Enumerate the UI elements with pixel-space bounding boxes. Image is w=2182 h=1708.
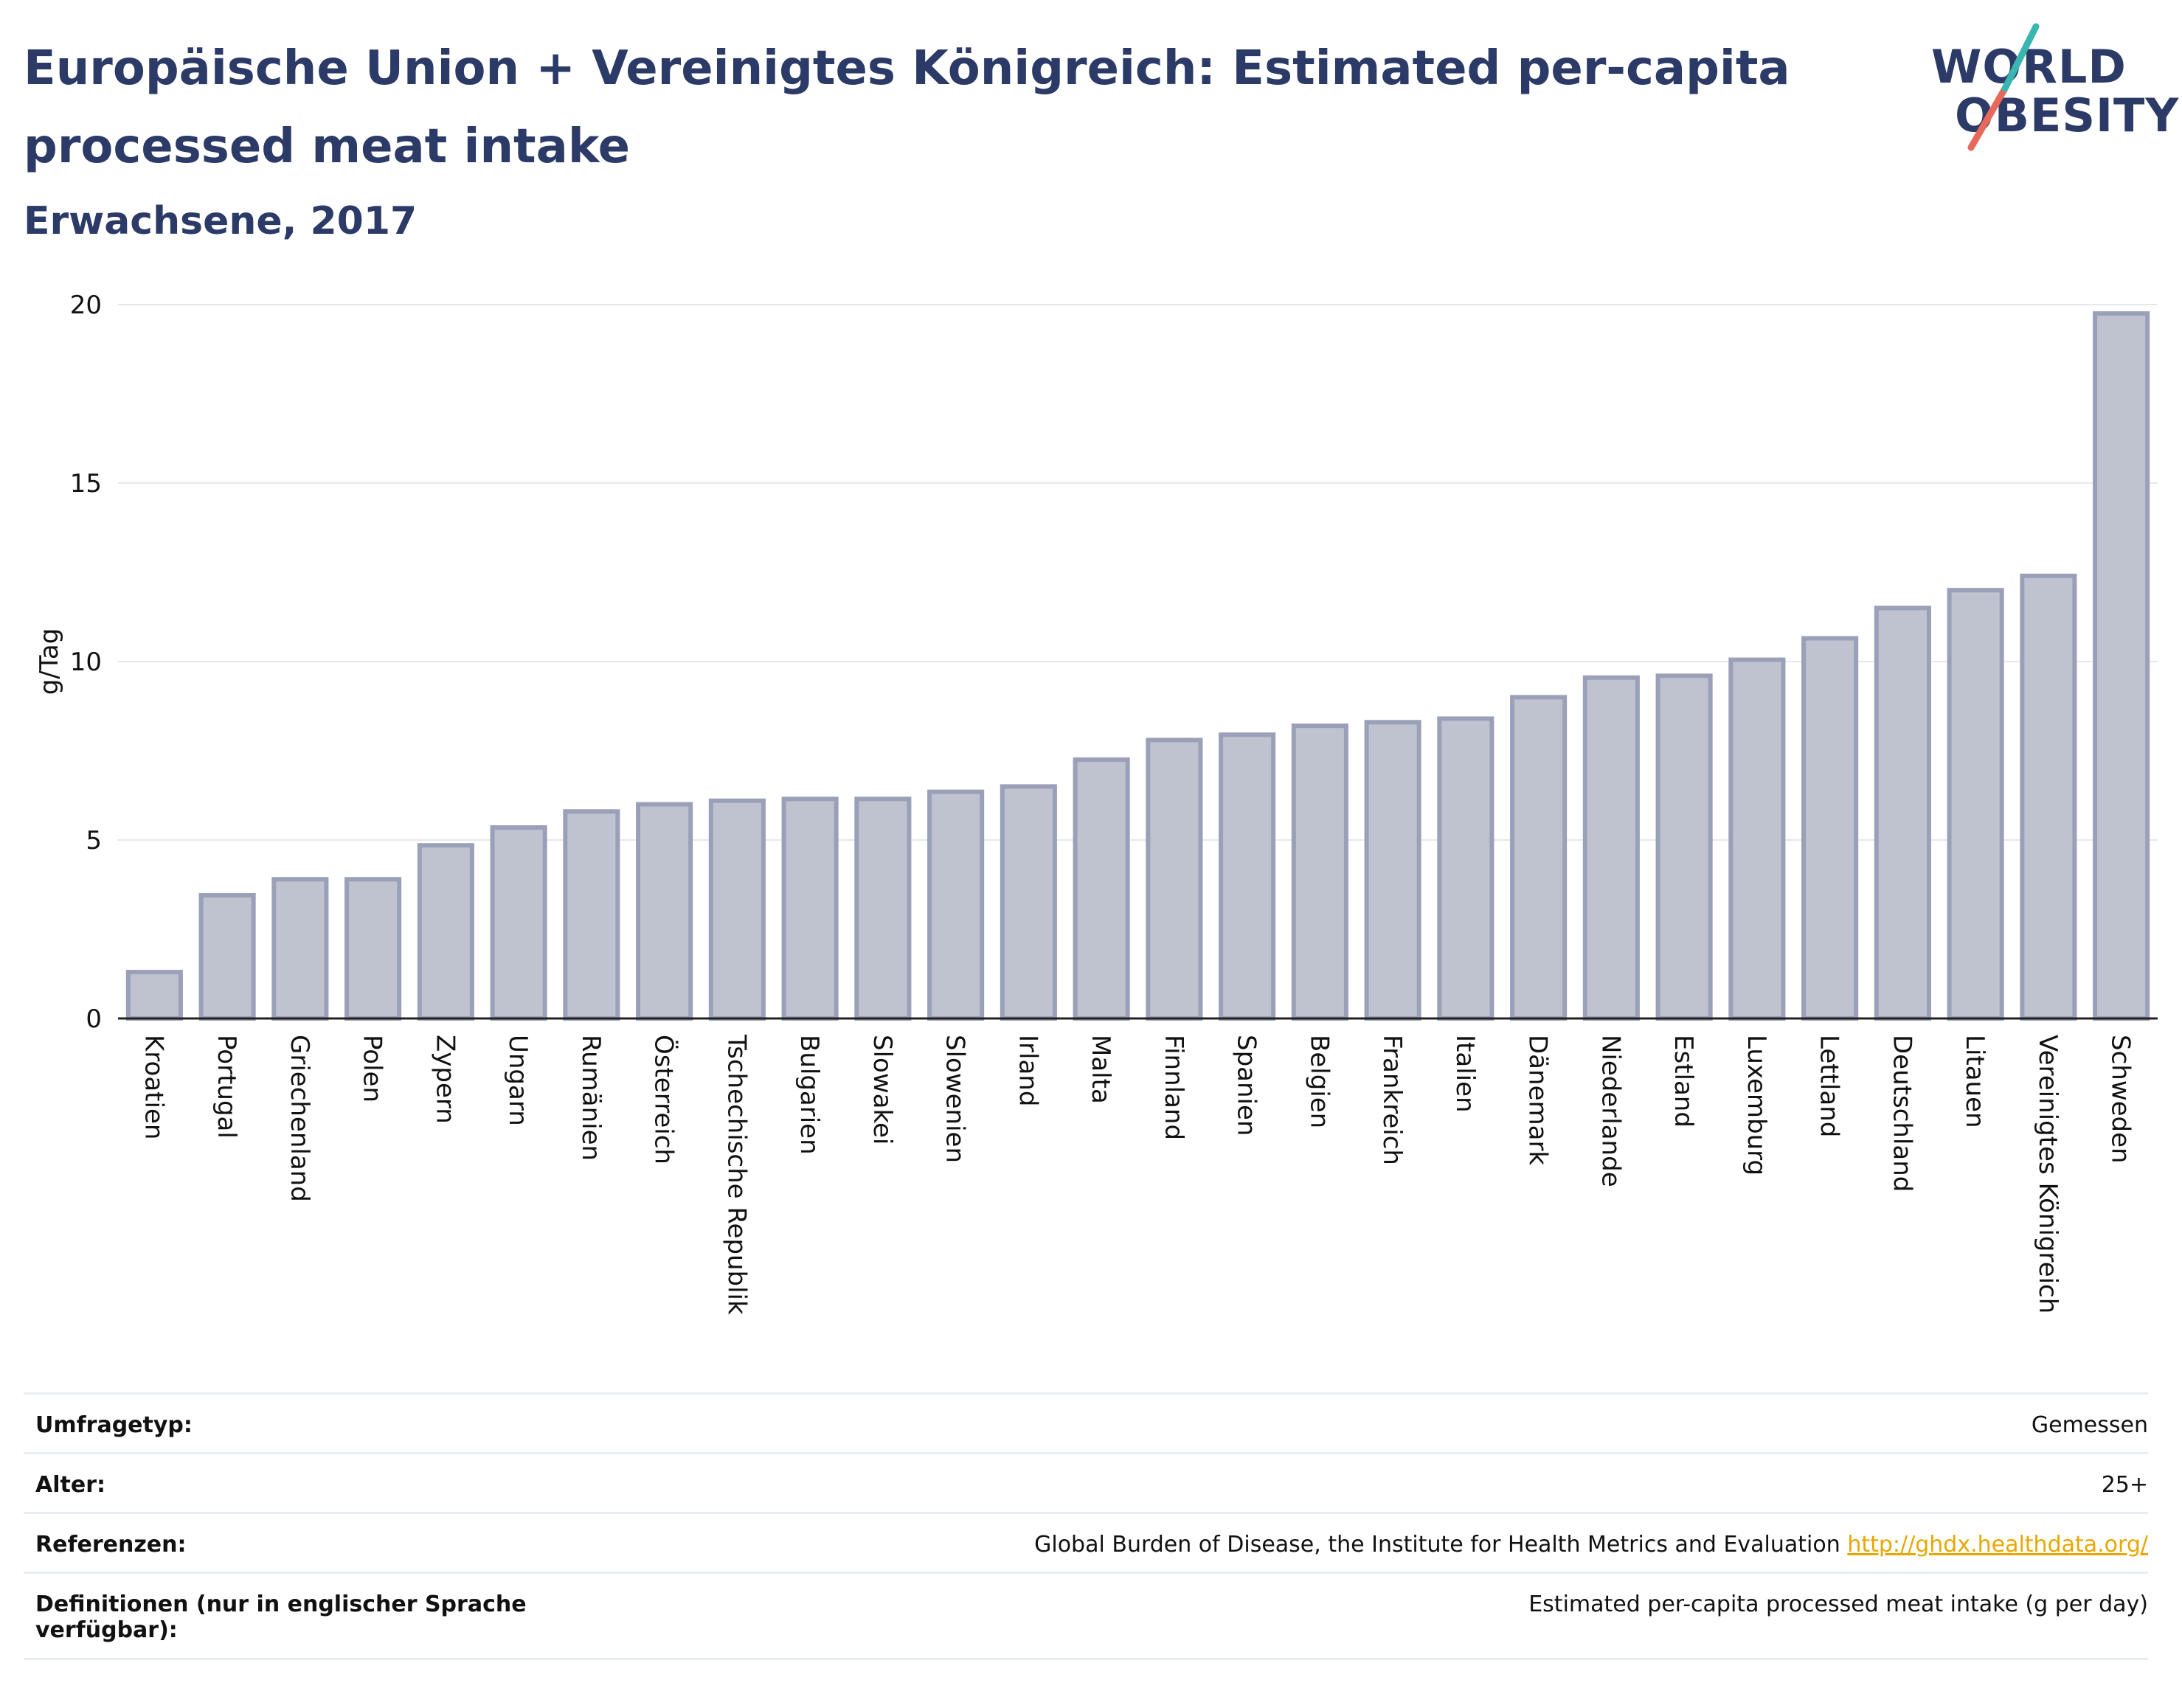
x-tick-label: Niederlande bbox=[1596, 1035, 1625, 1187]
y-axis-ticks: 0 5 10 15 20 bbox=[70, 291, 102, 1034]
bar-21[interactable] bbox=[1655, 673, 1713, 1021]
x-tick-label: Spanien bbox=[1232, 1035, 1261, 1136]
x-tick-label: Ungarn bbox=[503, 1035, 533, 1126]
age-label: Alter: bbox=[35, 1472, 105, 1498]
x-tick-label: Irland bbox=[1013, 1035, 1042, 1106]
age-value: 25+ bbox=[2101, 1472, 2148, 1498]
x-tick-label: Slowenien bbox=[941, 1035, 970, 1163]
x-tick-label: Estland bbox=[1669, 1035, 1698, 1128]
logo-slash-icon bbox=[1967, 23, 2040, 151]
chart-subtitle: Erwachsene, 2017 bbox=[24, 199, 418, 243]
survey-type-label: Umfragetyp: bbox=[35, 1412, 193, 1438]
x-tick-label: Polen bbox=[358, 1035, 387, 1103]
bar-3[interactable] bbox=[344, 877, 402, 1021]
x-tick-label: Slowakei bbox=[867, 1035, 897, 1145]
x-tick-label: Tschechische Republik bbox=[721, 1034, 751, 1315]
bar-16[interactable] bbox=[1291, 723, 1348, 1021]
bar-19[interactable] bbox=[1510, 695, 1568, 1021]
bar-24[interactable] bbox=[1874, 605, 1931, 1021]
x-tick-label: Luxemburg bbox=[1742, 1035, 1771, 1176]
bar-6[interactable] bbox=[563, 809, 620, 1021]
x-tick-label: Zypern bbox=[430, 1035, 460, 1124]
bar-20[interactable] bbox=[1582, 675, 1640, 1021]
bar-7[interactable] bbox=[636, 802, 693, 1021]
bar-17[interactable] bbox=[1364, 720, 1421, 1021]
info-row-references: Referenzen: Global Burden of Disease, th… bbox=[24, 1512, 2148, 1572]
references-link[interactable]: http://ghdx.healthdata.org/ bbox=[1847, 1532, 2148, 1558]
x-axis-ticks: Kroatien Portugal Griechenland Polen Zypern U… bbox=[139, 1034, 2135, 1315]
references-value: Global Burden of Disease, the Institute … bbox=[1034, 1532, 2148, 1558]
bar-4[interactable] bbox=[417, 843, 474, 1021]
x-tick-label: Portugal bbox=[212, 1035, 241, 1139]
x-tick-label: Belgien bbox=[1304, 1035, 1334, 1128]
bar-5[interactable] bbox=[490, 825, 547, 1021]
info-row-age: Alter: 25+ bbox=[24, 1452, 2148, 1512]
world-obesity-logo[interactable]: WORLD OBESITY bbox=[1918, 22, 2178, 155]
bar-25[interactable] bbox=[1947, 588, 2004, 1021]
bar-11[interactable] bbox=[927, 789, 985, 1021]
y-tick-label: 5 bbox=[86, 826, 102, 855]
x-tick-label: Litauen bbox=[1960, 1035, 1989, 1128]
logo-line-1: WORLD bbox=[1931, 40, 2127, 94]
y-tick-label: 10 bbox=[70, 648, 102, 677]
references-text: Global Burden of Disease, the Institute … bbox=[1034, 1532, 1840, 1558]
x-tick-label: Lettland bbox=[1815, 1035, 1844, 1137]
bar-10[interactable] bbox=[854, 796, 912, 1021]
x-tick-label: Griechenland bbox=[285, 1035, 314, 1202]
x-tick-label: Schweden bbox=[2106, 1035, 2136, 1164]
survey-type-value: Gemessen bbox=[2031, 1412, 2148, 1438]
bar-2[interactable] bbox=[271, 877, 329, 1021]
bar-27[interactable] bbox=[2093, 311, 2150, 1021]
bars bbox=[125, 311, 2150, 1021]
info-row-definitions: Definitionen (nur in englischer Sprache … bbox=[24, 1572, 2148, 1660]
bar-22[interactable] bbox=[1728, 657, 1786, 1021]
x-tick-label: Finnland bbox=[1159, 1035, 1188, 1140]
x-tick-label: Malta bbox=[1086, 1035, 1115, 1104]
info-table: Umfragetyp: Gemessen Alter: 25+ Referenz… bbox=[24, 1392, 2148, 1660]
bar-12[interactable] bbox=[1000, 784, 1057, 1021]
bar-23[interactable] bbox=[1801, 636, 1859, 1021]
x-tick-label: Frankreich bbox=[1377, 1035, 1407, 1165]
x-tick-label: Kroatien bbox=[139, 1035, 168, 1139]
bar-18[interactable] bbox=[1437, 716, 1495, 1021]
bar-0[interactable] bbox=[125, 970, 183, 1021]
y-axis-label: g/Tag bbox=[35, 628, 64, 695]
bar-26[interactable] bbox=[2020, 573, 2077, 1021]
y-tick-label: 15 bbox=[70, 469, 102, 499]
bar-9[interactable] bbox=[781, 796, 839, 1021]
chart-title: Europäische Union + Vereinigtes Königrei… bbox=[24, 41, 1790, 174]
x-tick-label: Bulgarien bbox=[794, 1035, 824, 1155]
x-tick-label: Deutschland bbox=[1887, 1035, 1916, 1192]
y-tick-label: 20 bbox=[70, 291, 102, 320]
bar-8[interactable] bbox=[708, 798, 766, 1021]
bar-1[interactable] bbox=[198, 893, 256, 1021]
x-tick-label: Österreich bbox=[649, 1035, 679, 1164]
references-label: Referenzen: bbox=[35, 1532, 187, 1558]
x-tick-label: Rumänien bbox=[576, 1035, 606, 1161]
bar-14[interactable] bbox=[1146, 737, 1203, 1021]
info-row-survey: Umfragetyp: Gemessen bbox=[24, 1392, 2148, 1452]
definitions-label: Definitionen (nur in englischer Sprache … bbox=[35, 1591, 527, 1643]
definitions-value: Estimated per-capita processed meat inta… bbox=[1528, 1591, 2148, 1617]
y-tick-label: 0 bbox=[86, 1004, 102, 1034]
bar-15[interactable] bbox=[1219, 732, 1276, 1021]
x-tick-label: Vereinigtes Königreich bbox=[2033, 1035, 2062, 1313]
bar-chart: 0 5 10 15 20 Kroatien Portugal Griechenland Pol… bbox=[35, 291, 2158, 1315]
x-tick-label: Italien bbox=[1450, 1035, 1480, 1113]
x-tick-label: Dänemark bbox=[1523, 1035, 1553, 1165]
bar-13[interactable] bbox=[1073, 757, 1130, 1021]
